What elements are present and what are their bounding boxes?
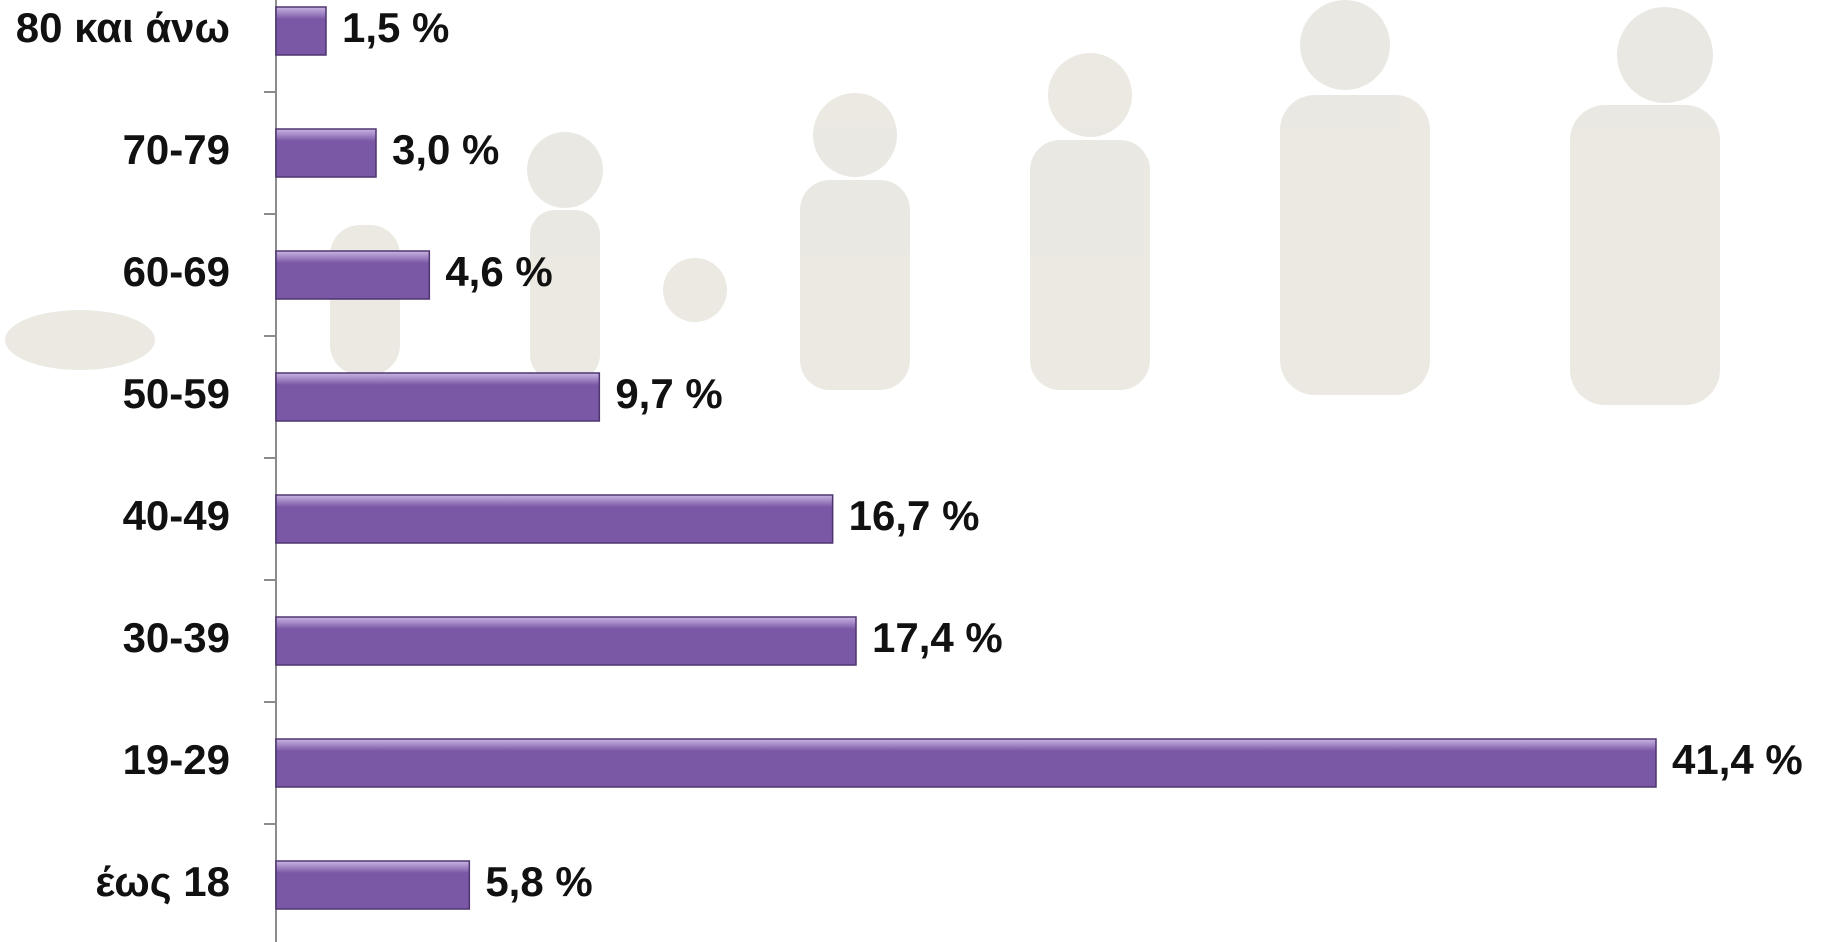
bar	[276, 617, 856, 665]
bar	[276, 861, 469, 909]
bar	[276, 129, 376, 177]
y-tick-label: 70-79	[123, 126, 230, 173]
data-label: 41,4 %	[1672, 736, 1803, 783]
y-tick-label: έως 18	[95, 858, 230, 905]
data-label: 4,6 %	[445, 248, 552, 295]
bar	[276, 373, 599, 421]
data-label: 9,7 %	[615, 370, 722, 417]
background-silhouettes	[5, 0, 1720, 405]
y-tick-label: 30-39	[123, 614, 230, 661]
data-label: 17,4 %	[872, 614, 1003, 661]
y-tick-label: 19-29	[123, 736, 230, 783]
y-tick-label: 50-59	[123, 370, 230, 417]
data-label: 16,7 %	[849, 492, 980, 539]
chart: 80 και άνω 1,5 % 70-79 3,0 % 60-69 4,6 % 50-59…	[0, 0, 1825, 942]
bar	[276, 7, 326, 55]
bar	[276, 251, 429, 299]
data-label: 5,8 %	[485, 858, 592, 905]
y-tick-label: 60-69	[123, 248, 230, 295]
y-tick-label: 80 και άνω	[16, 4, 230, 51]
bar	[276, 739, 1656, 787]
y-tick-label: 40-49	[123, 492, 230, 539]
data-label: 1,5 %	[342, 4, 449, 51]
bar	[276, 495, 833, 543]
data-label: 3,0 %	[392, 126, 499, 173]
